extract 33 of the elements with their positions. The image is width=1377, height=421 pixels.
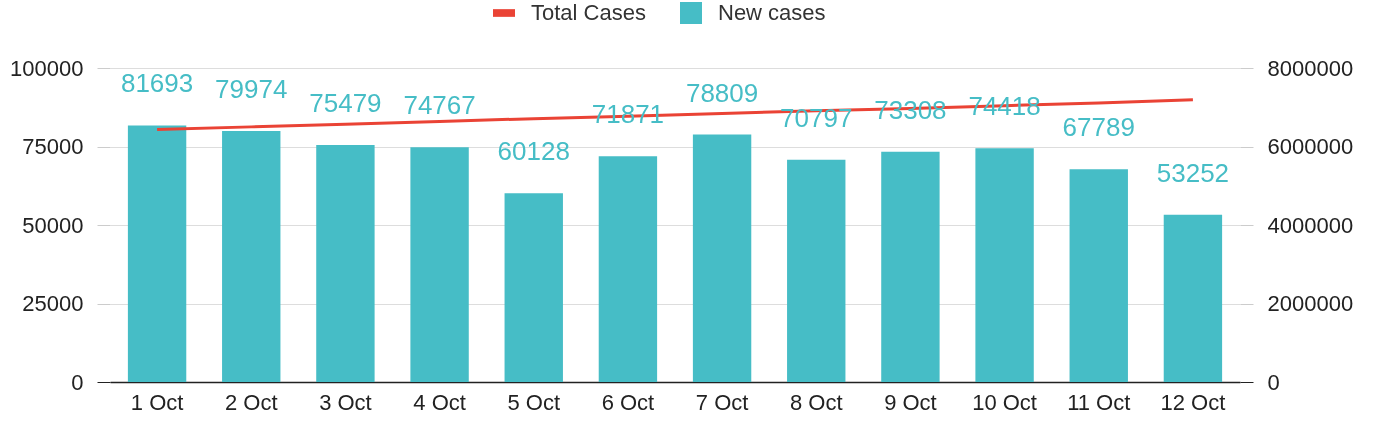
x-tick-label: 8 Oct (789, 389, 843, 415)
y-tick-label: 100000 (10, 55, 84, 81)
x-tick-label: 6 Oct (601, 389, 655, 415)
data-label: 79974 (215, 73, 288, 104)
data-label: 53252 (1156, 157, 1230, 188)
x-tick-label: 2 Oct (224, 389, 278, 415)
data-label: 67789 (1062, 112, 1135, 143)
y2-tick-label: 4000000 (1267, 212, 1354, 238)
y-tick-label: 0 (71, 369, 84, 395)
y2-tick-label: 6000000 (1267, 134, 1354, 159)
data-label: 70797 (780, 102, 853, 133)
x-tick-label: 3 Oct (319, 389, 372, 415)
y-tick-label: 25000 (22, 291, 84, 316)
y2-tick-label: 2000000 (1267, 291, 1354, 316)
x-tick-label: 4 Oct (413, 389, 466, 415)
legend-label: New cases (718, 0, 826, 25)
x-tick-label: 11 Oct (1067, 389, 1131, 415)
data-label: 60128 (497, 136, 570, 167)
data-label: 81693 (120, 68, 194, 99)
data-label: 75479 (309, 88, 382, 118)
x-tick-label: 1 Oct (130, 389, 184, 415)
y2-tick-label: 0 (1267, 369, 1280, 395)
data-label: 74767 (403, 90, 476, 121)
y-tick-label: 75000 (22, 134, 84, 159)
x-tick-label: 7 Oct (695, 389, 749, 415)
y2-tick-label: 8000000 (1267, 55, 1354, 81)
x-tick-label: 5 Oct (507, 389, 561, 415)
y-tick-label: 50000 (22, 212, 84, 238)
data-label: 78809 (685, 77, 759, 108)
x-tick-label: 10 Oct (972, 389, 1037, 415)
legend-label: Total Cases (531, 0, 646, 25)
x-tick-label: 9 Oct (884, 389, 937, 415)
x-tick-label: 12 Oct (1160, 389, 1226, 415)
